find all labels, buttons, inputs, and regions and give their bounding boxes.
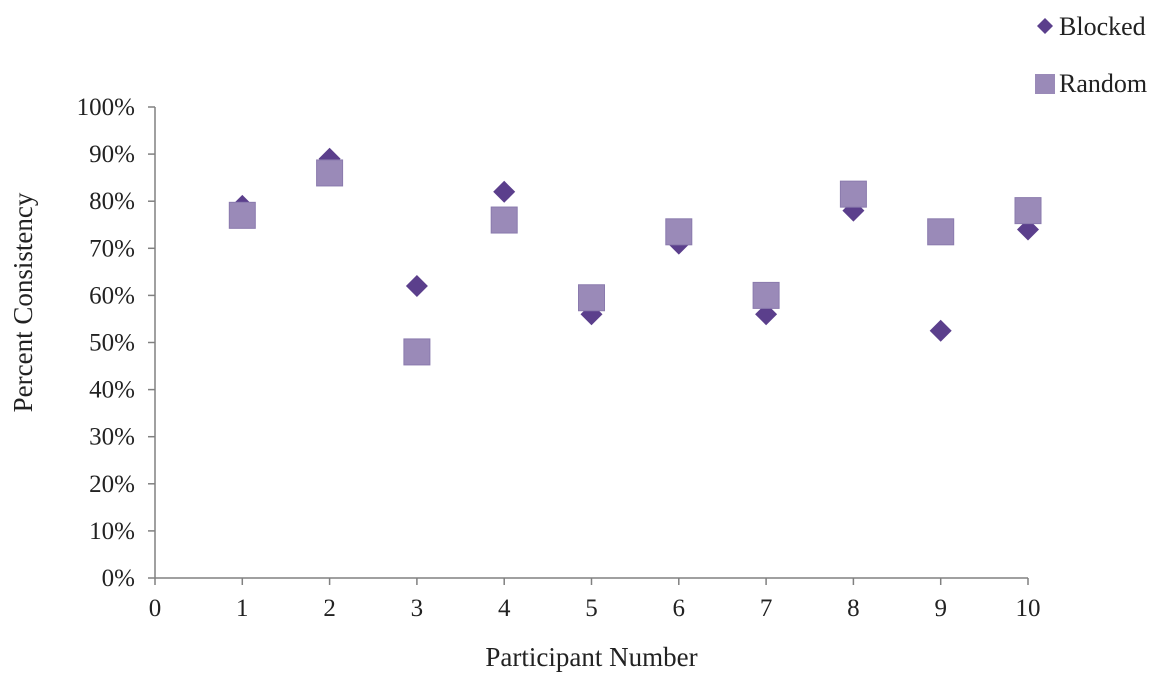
x-tick-label: 4 — [498, 595, 511, 622]
x-tick-label: 9 — [934, 595, 947, 622]
point-random — [839, 180, 867, 208]
legend-label-blocked: Blocked — [1059, 12, 1146, 41]
point-random — [752, 281, 780, 309]
x-tick-label: 5 — [585, 595, 598, 622]
x-axis-ticks: 0 1 2 3 4 5 6 7 8 9 10 — [149, 578, 1041, 622]
y-tick-label: 10% — [89, 518, 135, 545]
point-random — [228, 201, 256, 229]
y-tick-label: 70% — [89, 235, 135, 262]
point-random — [578, 284, 605, 312]
y-tick-label: 90% — [89, 141, 135, 168]
point-blocked — [929, 319, 952, 342]
series-blocked — [231, 147, 1039, 342]
point-random — [316, 159, 344, 187]
legend: Blocked Random — [1035, 12, 1147, 98]
y-axis-title: Percent Consistency — [8, 192, 38, 412]
y-tick-label: 60% — [89, 282, 135, 309]
x-tick-label: 0 — [149, 595, 162, 622]
x-tick-label: 2 — [323, 595, 336, 622]
point-random — [665, 218, 693, 246]
y-axis-ticks: 0% 10% 20% 30% 40% 50% 60% 70% 80% 90% 100% — [77, 94, 155, 592]
point-blocked — [405, 274, 428, 297]
point-random — [403, 338, 431, 366]
y-tick-label: 100% — [77, 94, 135, 121]
x-tick-label: 7 — [760, 595, 773, 622]
y-tick-label: 80% — [89, 188, 135, 215]
x-tick-label: 1 — [236, 595, 249, 622]
x-axis-title: Participant Number — [485, 642, 697, 672]
x-tick-label: 10 — [1016, 595, 1041, 622]
point-random — [927, 218, 955, 246]
series-random — [228, 159, 1042, 366]
legend-marker-blocked — [1037, 18, 1053, 34]
data-points — [228, 147, 1042, 366]
y-tick-label: 30% — [89, 424, 135, 451]
y-tick-label: 20% — [89, 471, 135, 498]
y-tick-label: 40% — [89, 377, 135, 404]
legend-label-random: Random — [1059, 69, 1147, 98]
x-tick-label: 3 — [411, 595, 424, 622]
y-tick-label: 50% — [89, 330, 135, 357]
y-tick-label: 0% — [102, 565, 135, 592]
axes — [154, 107, 1028, 579]
point-blocked — [493, 180, 516, 203]
x-tick-label: 8 — [847, 595, 860, 622]
point-random — [490, 206, 518, 234]
x-tick-label: 6 — [673, 595, 686, 622]
legend-marker-random — [1035, 74, 1055, 94]
point-random — [1014, 197, 1042, 225]
